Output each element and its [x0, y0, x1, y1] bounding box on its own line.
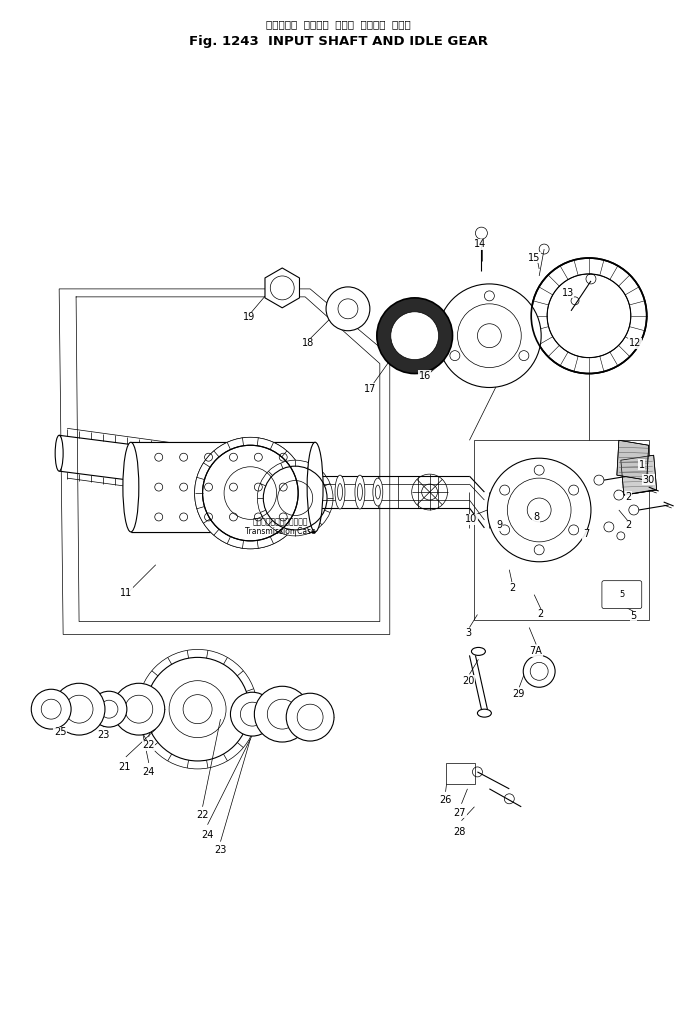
Circle shape [240, 703, 264, 726]
Text: 10: 10 [465, 514, 477, 524]
Ellipse shape [357, 484, 362, 501]
Circle shape [91, 692, 127, 727]
Ellipse shape [307, 442, 323, 532]
Text: 7: 7 [583, 529, 589, 539]
Circle shape [629, 505, 639, 515]
Ellipse shape [335, 476, 345, 509]
Circle shape [255, 686, 310, 742]
Circle shape [53, 683, 105, 735]
Circle shape [138, 649, 257, 769]
Circle shape [31, 690, 71, 729]
Circle shape [286, 694, 334, 741]
Ellipse shape [123, 442, 139, 532]
Text: 23: 23 [97, 730, 110, 740]
Circle shape [530, 662, 548, 680]
Text: 24: 24 [201, 830, 213, 841]
Text: 21: 21 [118, 762, 131, 772]
Ellipse shape [373, 479, 383, 506]
Circle shape [41, 700, 61, 719]
Text: 2: 2 [626, 492, 632, 502]
Circle shape [267, 700, 297, 729]
Circle shape [547, 274, 631, 358]
Circle shape [594, 476, 604, 485]
Circle shape [527, 498, 551, 522]
Text: 22: 22 [196, 810, 209, 820]
Circle shape [487, 458, 591, 562]
Circle shape [391, 311, 439, 360]
Circle shape [230, 693, 274, 736]
Circle shape [113, 683, 165, 735]
Circle shape [100, 701, 118, 718]
Circle shape [326, 287, 370, 331]
Circle shape [614, 490, 624, 500]
Circle shape [377, 298, 452, 373]
Text: 16: 16 [418, 371, 431, 380]
Circle shape [539, 244, 549, 255]
Ellipse shape [477, 709, 492, 717]
Ellipse shape [55, 435, 63, 472]
Text: 29: 29 [512, 689, 525, 699]
Polygon shape [475, 440, 649, 620]
Text: 3: 3 [466, 629, 472, 638]
Ellipse shape [355, 476, 365, 509]
Text: 2: 2 [626, 520, 632, 530]
Circle shape [257, 460, 333, 535]
Text: 27: 27 [454, 808, 466, 818]
Text: 15: 15 [528, 252, 540, 263]
Text: 30: 30 [642, 475, 655, 485]
Text: 2: 2 [509, 583, 516, 593]
Circle shape [507, 479, 571, 541]
Text: 18: 18 [302, 339, 314, 349]
Text: Transmission Case: Transmission Case [245, 527, 315, 536]
Text: 23: 23 [215, 846, 227, 856]
FancyBboxPatch shape [602, 581, 642, 608]
Circle shape [437, 284, 541, 387]
Text: 20: 20 [462, 675, 475, 685]
Ellipse shape [338, 484, 343, 501]
Circle shape [523, 655, 555, 687]
Circle shape [194, 437, 306, 549]
Text: 25: 25 [53, 727, 66, 737]
Text: 8: 8 [533, 512, 539, 522]
Ellipse shape [471, 647, 485, 655]
Circle shape [458, 304, 521, 367]
Text: トランスミッションケース: トランスミッションケース [253, 517, 308, 526]
Circle shape [531, 258, 647, 373]
Text: 17: 17 [364, 384, 376, 393]
Text: 13: 13 [562, 288, 574, 298]
Text: 24: 24 [142, 767, 154, 777]
Text: 2: 2 [538, 609, 544, 619]
Text: 7A: 7A [529, 646, 542, 656]
Circle shape [477, 323, 502, 348]
Polygon shape [265, 268, 299, 308]
Text: 12: 12 [629, 339, 641, 349]
Text: Fig. 1243  INPUT SHAFT AND IDLE GEAR: Fig. 1243 INPUT SHAFT AND IDLE GEAR [188, 35, 487, 49]
FancyBboxPatch shape [131, 442, 315, 532]
Text: 1: 1 [639, 459, 645, 469]
Text: 5: 5 [631, 611, 637, 621]
Polygon shape [621, 455, 657, 495]
Text: インプット  シャフト  および  アイドル  ギヤー: インプット シャフト および アイドル ギヤー [265, 19, 410, 29]
Text: 14: 14 [474, 239, 486, 249]
Text: 5: 5 [619, 590, 624, 599]
Circle shape [65, 696, 93, 723]
Text: 9: 9 [496, 520, 502, 530]
Polygon shape [59, 289, 390, 635]
Circle shape [338, 299, 358, 318]
Polygon shape [617, 440, 649, 480]
Circle shape [125, 696, 153, 723]
Text: 22: 22 [142, 740, 154, 750]
Text: 26: 26 [439, 795, 451, 805]
Text: 28: 28 [454, 827, 466, 838]
Text: 11: 11 [120, 588, 132, 598]
Circle shape [475, 227, 487, 239]
Ellipse shape [375, 485, 380, 499]
Polygon shape [445, 763, 475, 784]
Circle shape [297, 704, 323, 730]
Text: 19: 19 [243, 312, 256, 322]
